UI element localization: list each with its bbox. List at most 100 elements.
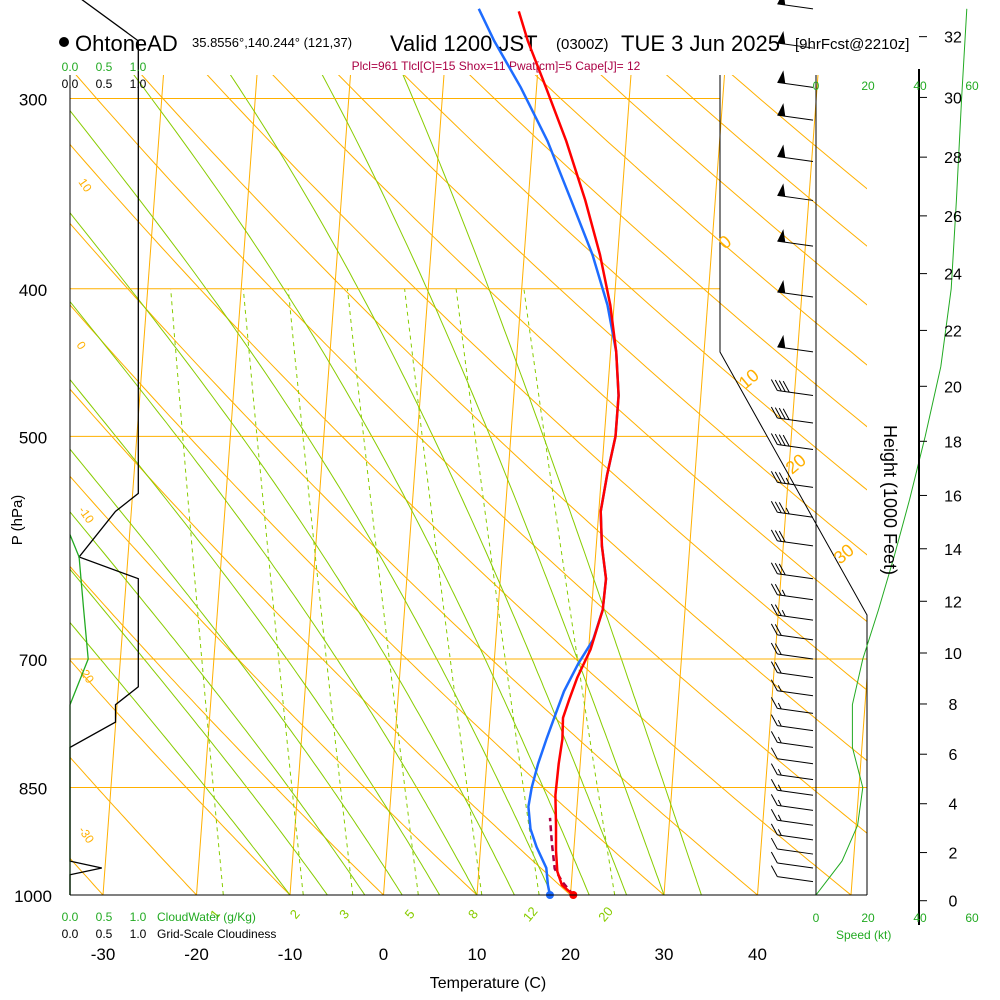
wind-barb-full (770, 501, 778, 513)
wind-barb-flag (777, 103, 786, 117)
wind-barb-shaft (777, 389, 814, 396)
wind-barb (770, 562, 814, 580)
tick-labels: 2503004005007008501000-30-20-10010203040… (14, 30, 979, 964)
moist-adiabat-line (70, 621, 291, 895)
wind-barb-shaft (777, 614, 814, 621)
isotherm-line (570, 75, 632, 895)
wind-barb (770, 837, 814, 855)
wind-barb-shaft (777, 540, 814, 547)
wind-barb (777, 0, 814, 10)
moist-adiabat-line (402, 75, 702, 895)
wind-barb-full (770, 529, 778, 542)
temperature-line (517, 11, 620, 896)
moist-adiabat-line (70, 448, 403, 895)
wind-barb-flag (777, 279, 786, 294)
wind-barb-full (778, 472, 786, 484)
dry-adiabat-line (272, 75, 867, 623)
dry-adiabat-line (70, 222, 758, 895)
height-tick-label: 22 (944, 323, 962, 340)
cloudwater-tick-label-bottom: 1.0 (130, 910, 147, 924)
cloudiness-tick-label-bottom: 0.5 (96, 927, 113, 941)
wind-barb-full (778, 407, 786, 420)
moist-adiabat-line (133, 75, 590, 895)
wind-barb-half (777, 829, 782, 836)
wind-barb (770, 642, 814, 660)
pressure-tick-label: 850 (19, 779, 47, 798)
wind-barb (770, 603, 814, 621)
height-tick-label: 12 (944, 594, 962, 611)
wind-barb-shaft (777, 862, 814, 869)
wind-barb-full (770, 379, 778, 391)
height-tick-label: 26 (944, 209, 962, 226)
wind-barb-full (770, 623, 778, 636)
wind-barb-flag (777, 31, 786, 45)
temperature-tick-label: 0 (379, 945, 388, 964)
wind-barb-shaft (777, 81, 814, 88)
wind-barb-full (770, 661, 778, 673)
speed-tick-label-top: 40 (913, 79, 927, 93)
wind-barb-shaft (777, 194, 814, 201)
wind-barb-flag (777, 70, 786, 84)
speed-tick-label-top: 60 (965, 79, 979, 93)
wind-barb-shaft (777, 707, 814, 714)
speed-tick-label-top: 0 (813, 79, 820, 93)
wind-barb (770, 379, 814, 396)
wind-barb-full (774, 407, 782, 419)
wind-barb (777, 103, 814, 121)
height-tick-label: 6 (949, 747, 958, 764)
wind-barb (770, 731, 814, 748)
wind-barb-full (774, 433, 782, 446)
cloudwater-tick-label-bottom: 0.5 (96, 910, 113, 924)
wind-barb-half (777, 814, 782, 822)
moist-adiabat-label: 0 (715, 231, 736, 253)
wind-barb-full (774, 604, 782, 616)
dry-adiabat-line (70, 565, 384, 895)
wind-barb (770, 583, 814, 601)
wind-barb (770, 763, 814, 781)
cloudwater-tick-label-top: 1.0 (130, 60, 147, 74)
wind-barb-shaft (777, 690, 814, 697)
pressure-tick-label: 1000 (14, 887, 52, 906)
wind-barb-flag (777, 183, 786, 197)
wind-barb-full (774, 563, 782, 575)
speed-tick-label-bottom: 60 (965, 911, 979, 925)
wind-barb-half (781, 609, 786, 617)
wind-barb-full (770, 583, 778, 595)
temperature-tick-label: -10 (278, 945, 303, 964)
wind-barb (770, 661, 814, 679)
cloudiness-tick-label-top: 1.0 (130, 77, 147, 91)
height-tick-label: 16 (944, 488, 962, 505)
wind-barb (770, 529, 814, 547)
wind-barb-half (777, 736, 782, 744)
wind-barb-shaft (777, 774, 814, 781)
isotherm-line (70, 75, 71, 82)
pressure-tick-label: 500 (19, 428, 47, 447)
dry-adiabat-line (75, 75, 867, 834)
wind-barb (770, 809, 814, 826)
dry-adiabat-line (206, 75, 867, 691)
sounding-profiles (477, 8, 620, 899)
moist-adiabat-line (229, 75, 628, 895)
height-tick-label: 20 (944, 379, 962, 396)
wind-barb-shaft (777, 42, 814, 49)
isotherm-line (102, 75, 164, 895)
mixing-ratio-line (523, 288, 616, 895)
mixing-ratio-label: 8 (465, 907, 481, 922)
wind-barb-full (770, 794, 778, 806)
wind-barb (777, 229, 814, 247)
wind-barb (777, 279, 814, 298)
isotherm-line (196, 75, 258, 895)
height-tick-label: 10 (944, 646, 962, 663)
wind-barbs (770, 0, 814, 883)
stability-indices: Plcl=961 Tlcl[C]=15 Shox=11 Pwat[cm]=5 C… (352, 59, 641, 73)
wind-barb-shaft (777, 594, 814, 601)
moist-adiabat-line (70, 511, 366, 895)
height-tick-label: 28 (944, 150, 962, 167)
dry-adiabat-line (141, 75, 867, 762)
wind-barb-shaft (777, 511, 814, 518)
wind-barb-half (777, 685, 782, 692)
wind-barb-flag (777, 0, 786, 5)
moist-adiabat-label: 10 (735, 365, 763, 393)
height-tick-label: 4 (949, 797, 958, 814)
dry-adiabat-line (0, 0, 10, 895)
